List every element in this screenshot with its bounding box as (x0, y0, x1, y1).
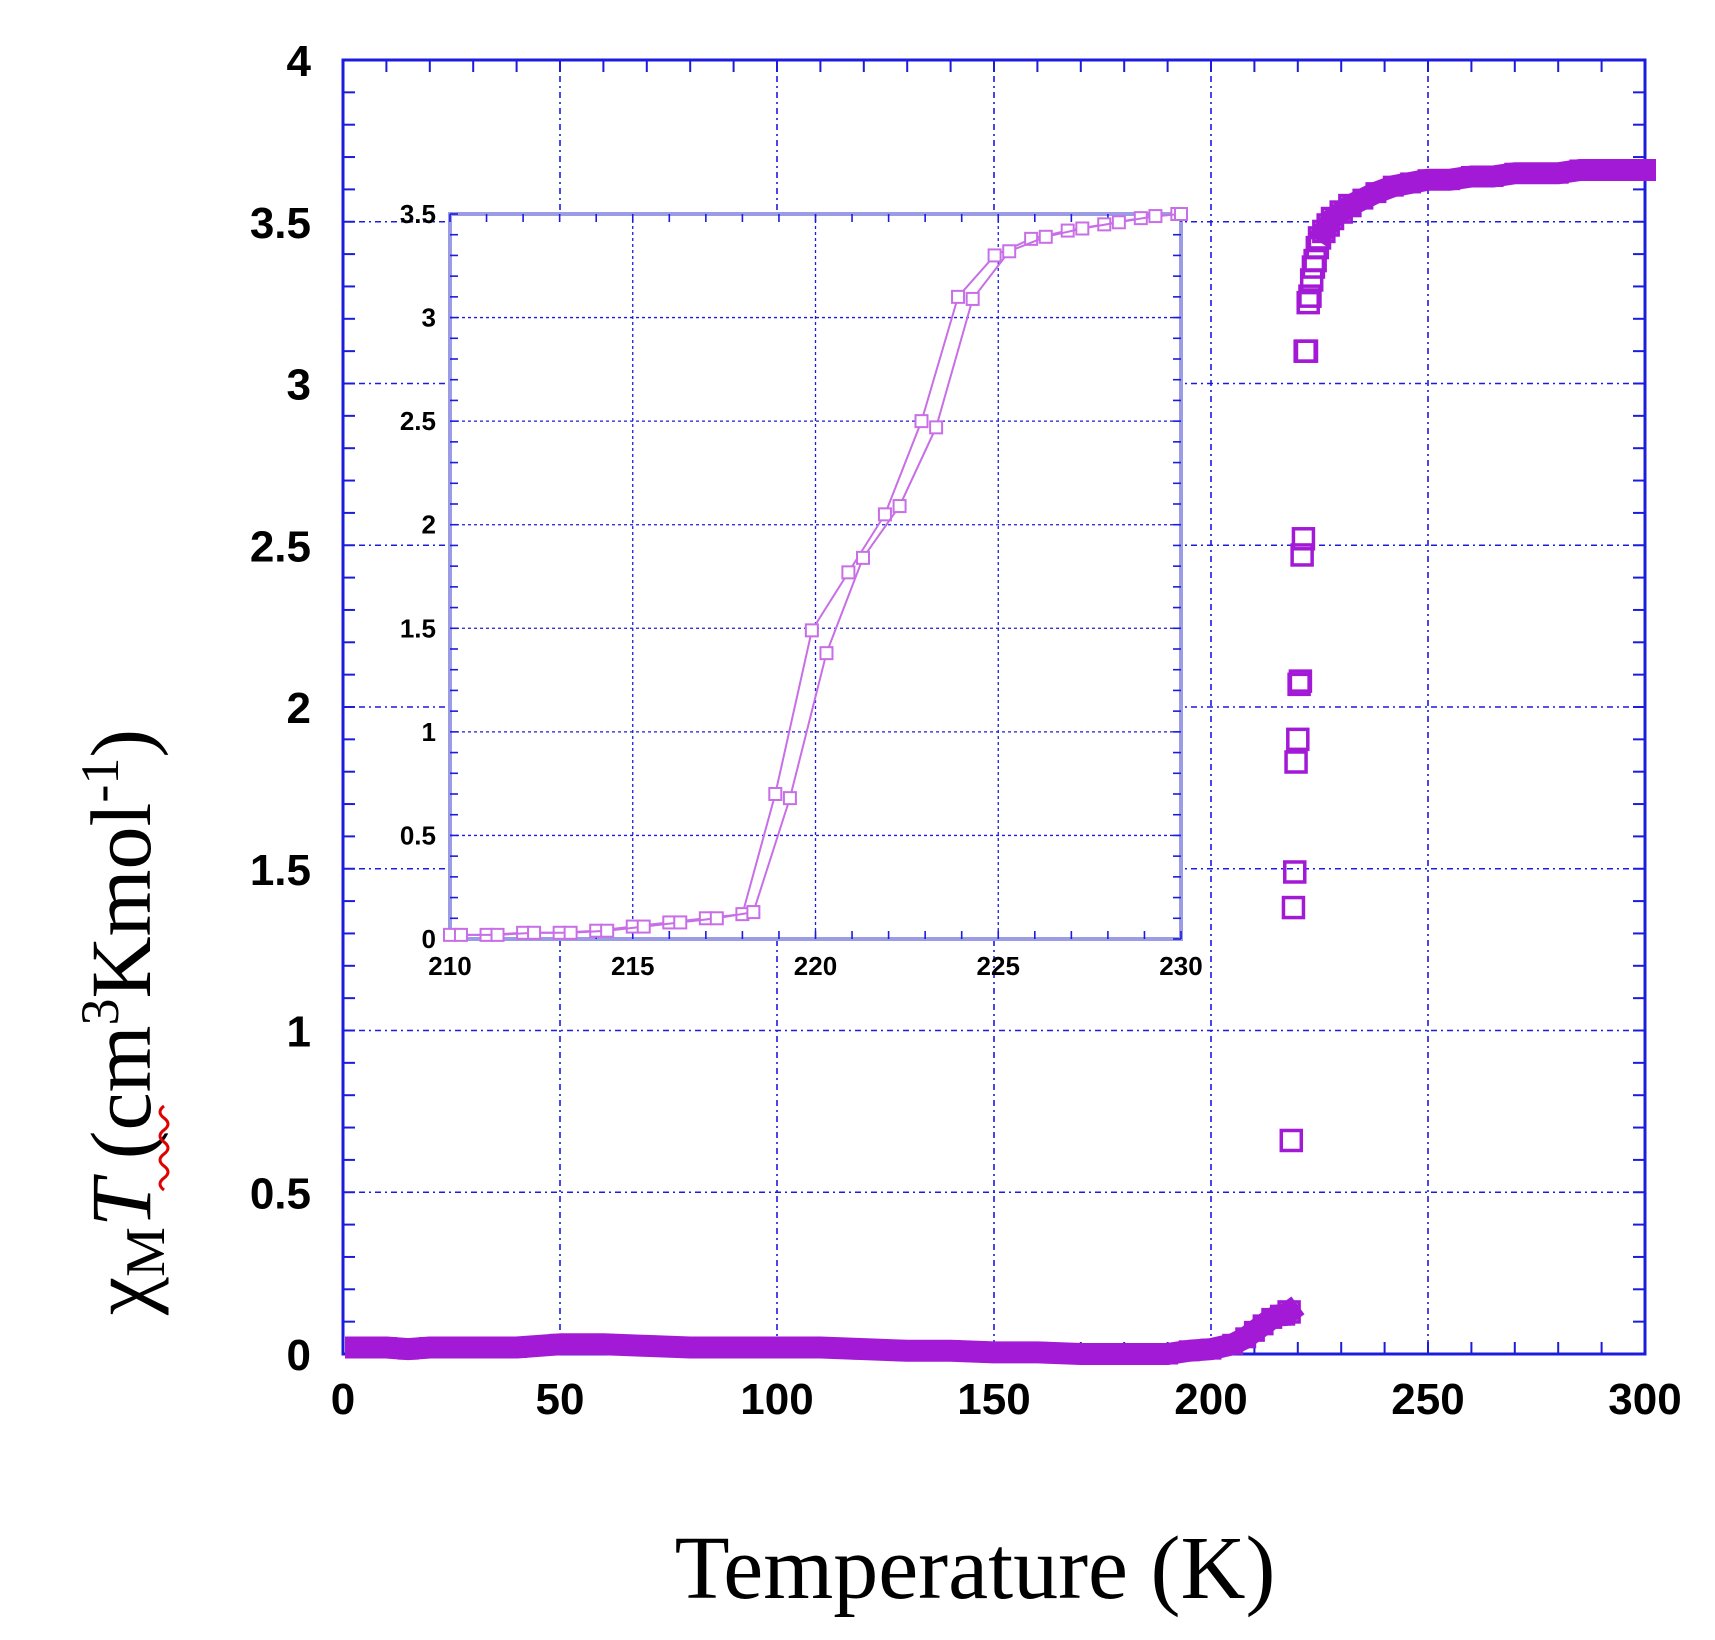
inset-cooling-point (1148, 209, 1163, 224)
main-y-tick-label: 1.5 (250, 846, 311, 895)
inset-heating-point (877, 507, 892, 522)
main-data-point (1291, 527, 1316, 551)
main-x-tick-label: 250 (1391, 1375, 1464, 1424)
inset-heating-point (768, 787, 783, 801)
main-x-tick-label: 100 (740, 1375, 813, 1424)
inset-cooling-point (673, 915, 688, 930)
inset-y-tick-label: 0.5 (400, 820, 436, 850)
inset-cooling-point (819, 646, 834, 661)
inset-heating-point (841, 565, 856, 580)
main-y-tick-label: 1 (287, 1008, 311, 1057)
main-y-tick-label: 0.5 (250, 1169, 311, 1218)
main-y-tick-labels: 0 0.5 1 1.5 2 2.5 3 3.5 4 (250, 37, 312, 1380)
inset-cooling-point (600, 923, 615, 938)
main-y-tick-label: 3.5 (250, 199, 311, 248)
main-x-tick-label: 300 (1608, 1375, 1681, 1424)
main-high-temperature-band (1308, 158, 1656, 247)
inset-x-tick-label: 215 (611, 951, 654, 981)
main-y-tick-label: 2 (287, 684, 311, 733)
inset-cooling-point (1111, 215, 1126, 230)
inset-series (443, 207, 1188, 942)
inset-cooling-point (1075, 221, 1090, 236)
inset-y-tick-label: 1 (422, 717, 436, 747)
main-low-temperature-band (345, 1296, 1305, 1365)
main-data-point (1281, 895, 1306, 920)
ylabel-subscript: M (115, 1227, 177, 1277)
inset-cooling-point (782, 791, 797, 806)
svg-text:χMT(cm3Kmol-1): χMT (cm3Kmol-1) (70, 729, 177, 1316)
inset-y-tick-label: 2.5 (400, 406, 436, 436)
inset-y-tick-label: 2 (422, 510, 436, 540)
main-y-tick-label: 4 (287, 37, 312, 86)
main-x-tick-label: 200 (1174, 1375, 1247, 1424)
main-x-tick-label: 150 (957, 1375, 1030, 1424)
inset-heating-point (987, 248, 1002, 263)
main-data-point (1283, 860, 1307, 884)
inset-x-tick-label: 210 (428, 951, 471, 981)
inset-cooling-point (1038, 229, 1053, 244)
y-axis-title: χMT (cm3Kmol-1) (70, 729, 177, 1316)
main-data-points (345, 158, 1656, 1365)
inset-heating-point (951, 289, 966, 304)
inset-y-tick-label: 1.5 (400, 613, 436, 643)
main-x-tick-label: 50 (536, 1375, 585, 1424)
ylabel-symbol: χ (73, 1277, 169, 1316)
main-data-point (1294, 339, 1319, 363)
ylabel-units-mid: Kmol (73, 803, 169, 999)
inset-cooling-point (1002, 244, 1017, 259)
main-data-point (1279, 1128, 1304, 1153)
ylabel-variable: T (73, 1174, 169, 1227)
inset-x-tick-labels: 210 215 220 225 230 (428, 951, 1202, 981)
x-axis-title: Temperature (K) (675, 1519, 1276, 1618)
main-x-tick-label: 0 (331, 1375, 355, 1424)
inset-cooling-point (490, 927, 505, 942)
inset-cooling-point (453, 927, 468, 942)
inset-heating-point (914, 414, 929, 429)
inset-cooling-point (965, 291, 980, 306)
ylabel-units-sup2: -1 (70, 758, 130, 803)
main-data-point (1288, 669, 1313, 693)
ylabel-units-sup1: 3 (70, 998, 130, 1025)
inset-y-tick-labels: 0 0.5 1 1.5 2 2.5 3 3.5 (400, 199, 436, 954)
main-data-point (1303, 248, 1327, 273)
inset-y-tick-label: 0 (422, 924, 436, 954)
inset-cooling-point (563, 925, 578, 940)
inset-cooling-point (709, 911, 724, 926)
ylabel-units-open: (cm (73, 1025, 169, 1159)
ylabel-units-close: ) (73, 729, 169, 758)
inset-gridlines (450, 214, 1181, 939)
main-y-tick-label: 2.5 (250, 522, 311, 571)
inset-x-tick-label: 220 (794, 951, 837, 981)
main-data-point (1286, 727, 1310, 752)
inset-y-tick-label: 3.5 (400, 199, 436, 229)
spellcheck-squiggle (158, 1104, 170, 1192)
main-data-point (1298, 284, 1322, 308)
inset-cooling-point (929, 420, 944, 435)
inset-cooling-point (856, 550, 871, 565)
inset-cooling-point (636, 919, 651, 934)
inset-cooling-point (1174, 207, 1188, 221)
inset-cooling-point (892, 499, 907, 514)
inset-x-tick-label: 230 (1159, 951, 1202, 981)
inset-x-tick-label: 225 (977, 951, 1020, 981)
inset-cooling-point (746, 905, 761, 920)
inset-cooling-point (527, 925, 542, 940)
inset-heating-point (804, 623, 819, 638)
main-data-point (1290, 543, 1314, 567)
main-y-tick-label: 0 (287, 1331, 311, 1380)
main-y-tick-label: 3 (287, 361, 311, 410)
inset-y-tick-label: 3 (422, 303, 436, 333)
main-data-point (1284, 750, 1308, 774)
main-x-tick-labels: 0 50 100 150 200 250 300 (331, 1375, 1682, 1424)
